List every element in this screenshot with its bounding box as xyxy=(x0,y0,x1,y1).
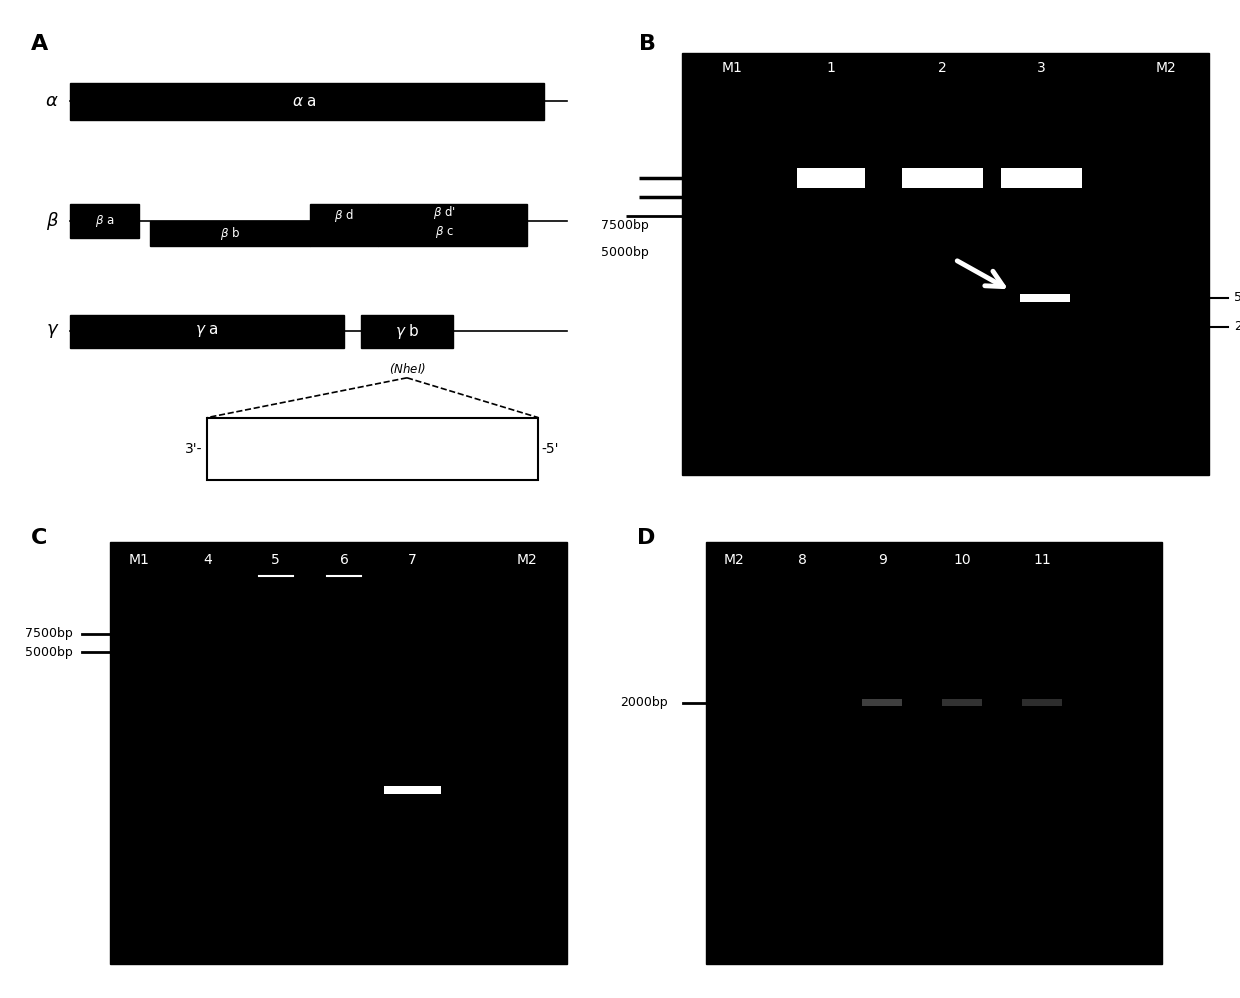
Text: $\beta$: $\beta$ xyxy=(46,211,60,233)
Text: 11: 11 xyxy=(1033,553,1052,567)
Text: 500bp: 500bp xyxy=(1234,291,1240,304)
Text: $\beta$ b: $\beta$ b xyxy=(219,226,241,243)
Text: 2000bp: 2000bp xyxy=(620,696,667,710)
Bar xyxy=(1019,294,1069,301)
Text: ($Nhe$I): ($Nhe$I) xyxy=(388,361,425,376)
Text: D: D xyxy=(637,528,656,548)
Bar xyxy=(863,700,903,706)
Text: 250bp: 250bp xyxy=(1234,320,1240,333)
Bar xyxy=(1002,169,1081,188)
Bar xyxy=(71,314,345,348)
Text: 7500bp: 7500bp xyxy=(601,220,649,233)
Bar xyxy=(384,785,441,794)
Bar xyxy=(71,205,139,238)
Text: $\alpha$ a: $\alpha$ a xyxy=(291,94,316,109)
Text: M2: M2 xyxy=(516,553,537,567)
Bar xyxy=(706,542,1162,964)
Text: 9: 9 xyxy=(878,553,887,567)
Bar xyxy=(361,314,453,348)
Bar xyxy=(310,204,378,247)
Bar xyxy=(150,222,310,247)
Bar xyxy=(901,169,982,188)
Text: 2: 2 xyxy=(937,61,947,75)
Text: 7: 7 xyxy=(408,553,417,567)
Text: M1: M1 xyxy=(722,61,742,75)
Bar xyxy=(682,54,1209,475)
Text: -5': -5' xyxy=(541,442,558,456)
Text: $\beta$ d': $\beta$ d' xyxy=(433,204,455,221)
Ellipse shape xyxy=(800,172,862,185)
Text: 6: 6 xyxy=(340,553,348,567)
Text: 10: 10 xyxy=(954,553,971,567)
Text: A: A xyxy=(31,34,48,54)
Text: $\gamma$ b: $\gamma$ b xyxy=(394,321,419,341)
Bar xyxy=(797,169,866,188)
Text: 5000bp: 5000bp xyxy=(601,246,649,258)
Text: M1: M1 xyxy=(129,553,149,567)
Text: B: B xyxy=(639,34,656,54)
Ellipse shape xyxy=(906,172,978,185)
Bar xyxy=(1022,700,1063,706)
Bar xyxy=(378,204,527,247)
Text: 5: 5 xyxy=(272,553,280,567)
Text: 3: 3 xyxy=(1037,61,1047,75)
Text: 1: 1 xyxy=(826,61,836,75)
Text: $\beta$ d: $\beta$ d xyxy=(335,207,355,224)
Text: $\gamma$: $\gamma$ xyxy=(46,322,60,340)
Text: M2: M2 xyxy=(1156,61,1176,75)
Text: 4: 4 xyxy=(203,553,212,567)
Bar xyxy=(942,700,982,706)
Bar xyxy=(207,417,538,480)
Text: 7500bp: 7500bp xyxy=(25,627,73,641)
Ellipse shape xyxy=(1006,172,1078,185)
Text: 3'-: 3'- xyxy=(185,442,203,456)
Text: 8: 8 xyxy=(799,553,807,567)
Text: M2: M2 xyxy=(724,553,744,567)
Text: C: C xyxy=(31,528,47,548)
Text: $\gamma$ a: $\gamma$ a xyxy=(196,323,219,339)
Bar xyxy=(71,83,544,120)
Text: $\beta$ c: $\beta$ c xyxy=(434,224,454,240)
Text: $\beta$ a: $\beta$ a xyxy=(95,214,114,230)
Bar xyxy=(110,542,567,964)
Text: $\alpha$: $\alpha$ xyxy=(46,93,60,111)
Text: 5000bp: 5000bp xyxy=(25,646,73,659)
